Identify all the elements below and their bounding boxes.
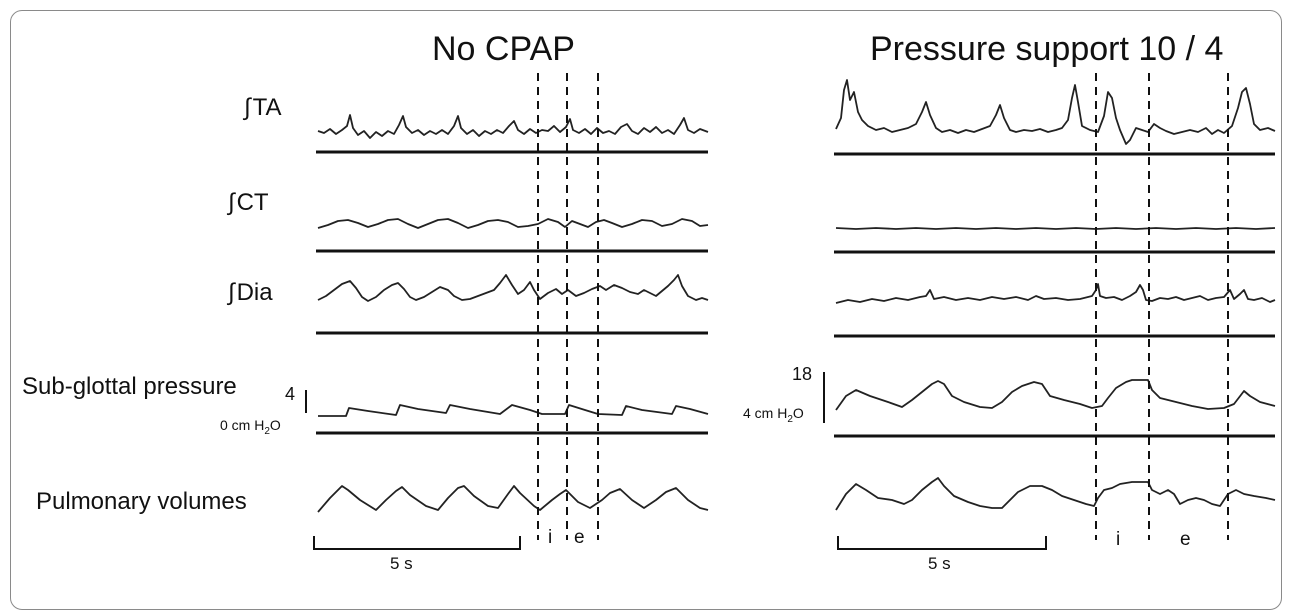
phase-label-left-expiration: e <box>574 527 585 548</box>
trace-pressure-right <box>835 379 1276 411</box>
phase-label-right-expiration: e <box>1180 529 1191 550</box>
trace-pressure-left <box>318 404 709 417</box>
trace-dia-left <box>317 274 709 302</box>
trace-volumes-right <box>835 477 1276 511</box>
trace-ta-right <box>835 79 1276 145</box>
time-scale-label-left: 5 s <box>390 554 413 573</box>
row-label-ta: ∫TA <box>242 94 281 121</box>
pressure-scale-left-unit: 0 cm H2O <box>220 417 281 437</box>
trace-ct-right <box>835 227 1276 230</box>
phase-label-right-inspiration: i <box>1116 529 1120 550</box>
row-label-pulmonary-volumes: Pulmonary volumes <box>36 488 247 515</box>
ct-label: CT <box>237 189 269 216</box>
ta-label: TA <box>253 94 282 121</box>
integral-symbol: ∫ <box>226 189 236 216</box>
row-label-dia: ∫Dia <box>226 279 273 306</box>
time-scale-label-right: 5 s <box>928 554 951 573</box>
panel-title-pressure-support: Pressure support 10 / 4 <box>870 30 1223 68</box>
time-scale-bar-left <box>313 536 521 550</box>
trace-ta-left <box>317 114 709 139</box>
integral-symbol: ∫ <box>242 94 252 121</box>
dia-label: Dia <box>237 279 274 306</box>
trace-volumes-left <box>317 485 709 513</box>
trace-dia-right <box>835 283 1276 304</box>
panel-title-no-cpap: No CPAP <box>432 30 575 68</box>
pressure-scale-left-top: 4 <box>285 384 295 404</box>
row-label-ct: ∫CT <box>226 189 269 216</box>
respiratory-recordings-figure: No CPAP Pressure support 10 / 4 ∫TA ∫CT … <box>22 30 1276 573</box>
time-scale-bar-right <box>837 536 1047 550</box>
pressure-scale-right-unit: 4 cm H2O <box>743 405 804 425</box>
row-label-subglottal-pressure: Sub-glottal pressure <box>22 373 237 400</box>
pressure-scale-right-top: 18 <box>792 364 812 384</box>
integral-symbol: ∫ <box>226 279 236 306</box>
phase-label-left-inspiration: i <box>548 527 552 548</box>
trace-ct-left <box>317 218 709 229</box>
